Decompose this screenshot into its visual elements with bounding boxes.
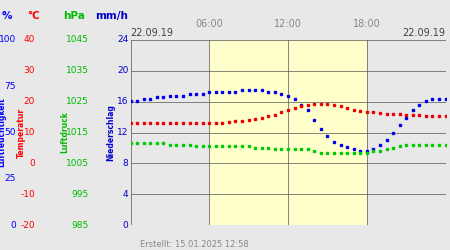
Text: 12: 12: [117, 128, 128, 137]
Text: 1005: 1005: [66, 159, 89, 168]
Text: Temperatur: Temperatur: [17, 108, 26, 158]
Text: 0: 0: [10, 220, 16, 230]
Text: 12:00: 12:00: [274, 19, 302, 29]
Text: 20: 20: [24, 97, 35, 106]
Text: 1025: 1025: [66, 97, 89, 106]
Text: 1045: 1045: [66, 36, 89, 44]
Text: 22.09.19: 22.09.19: [402, 28, 446, 38]
Text: %: %: [1, 11, 12, 21]
Text: Erstellt: 15.01.2025 12:58: Erstellt: 15.01.2025 12:58: [140, 240, 248, 249]
Text: 100: 100: [0, 36, 16, 44]
Text: 50: 50: [4, 128, 16, 137]
Text: 16: 16: [117, 97, 128, 106]
Text: Niederschlag: Niederschlag: [106, 104, 115, 161]
Bar: [209, 40, 367, 225]
Text: 10: 10: [23, 128, 35, 137]
Text: °C: °C: [27, 11, 40, 21]
Text: 0: 0: [122, 220, 128, 230]
Text: 18:00: 18:00: [353, 19, 381, 29]
Text: Luftdruck: Luftdruck: [61, 112, 70, 154]
Text: 0: 0: [29, 159, 35, 168]
Text: 4: 4: [122, 190, 128, 199]
Text: 40: 40: [24, 36, 35, 44]
Text: -20: -20: [21, 220, 35, 230]
Text: 1035: 1035: [66, 66, 89, 75]
Text: 22.09.19: 22.09.19: [130, 28, 174, 38]
Text: Luftfeuchtigkeit: Luftfeuchtigkeit: [0, 98, 7, 168]
Text: mm/h: mm/h: [95, 11, 128, 21]
Text: 8: 8: [122, 159, 128, 168]
Text: 24: 24: [117, 36, 128, 44]
Text: 20: 20: [117, 66, 128, 75]
Text: 1015: 1015: [66, 128, 89, 137]
Text: 985: 985: [72, 220, 89, 230]
Text: 75: 75: [4, 82, 16, 91]
Text: 30: 30: [23, 66, 35, 75]
Text: hPa: hPa: [63, 11, 85, 21]
Text: 06:00: 06:00: [195, 19, 223, 29]
Text: 25: 25: [4, 174, 16, 183]
Text: 995: 995: [72, 190, 89, 199]
Text: -10: -10: [20, 190, 35, 199]
